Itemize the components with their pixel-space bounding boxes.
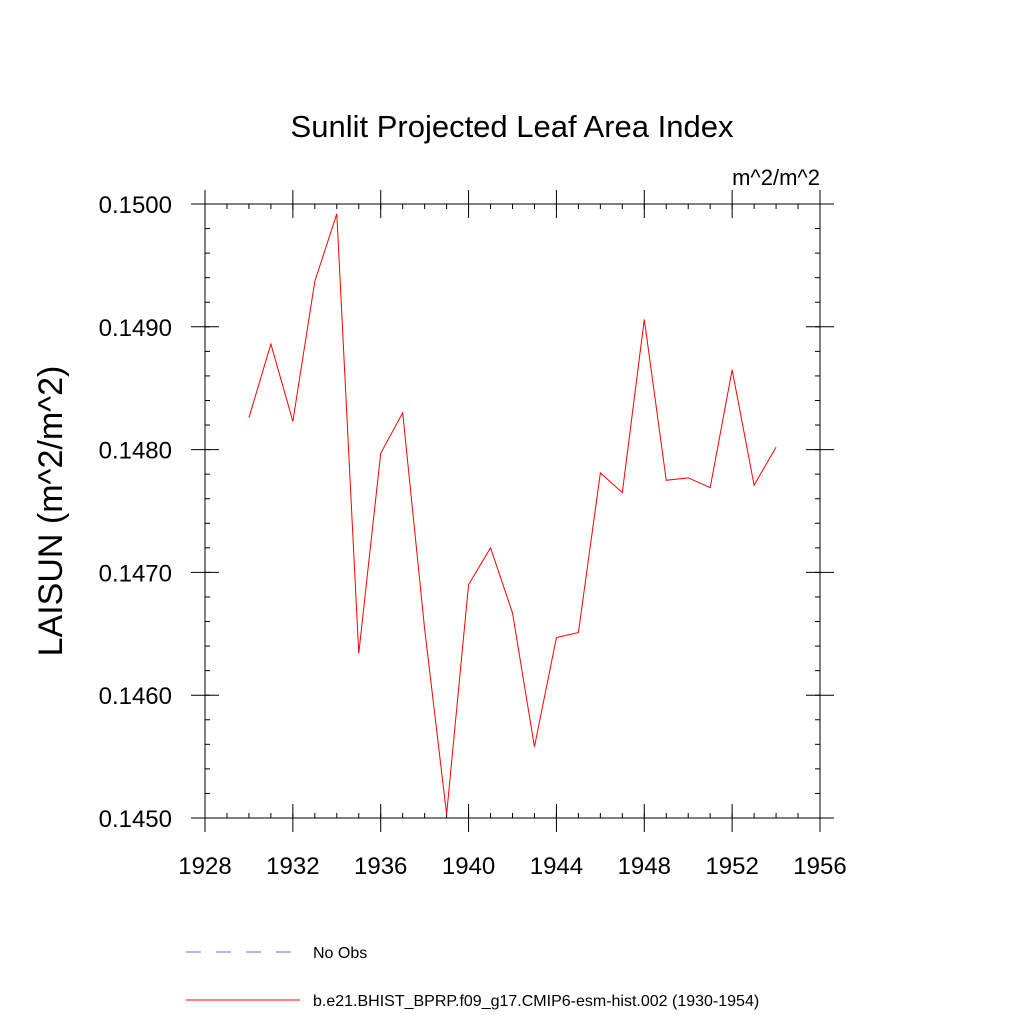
series-line (248, 213, 777, 815)
minor-ticks (204, 203, 821, 819)
x-tick-label: 1952 (705, 853, 758, 880)
x-tick-label: 1928 (178, 853, 231, 880)
series-layer (248, 213, 777, 815)
legend-label-no-obs: No Obs (313, 945, 367, 962)
y-tick-label: 0.1490 (99, 315, 172, 342)
legend-label-model-run: b.e21.BHIST_BPRP.f09_g17.CMIP6-esm-hist.… (313, 993, 759, 1010)
x-tick-labels: 1928 1932 1936 1940 1944 1948 1952 1956 (178, 853, 846, 880)
legend: No Obs b.e21.BHIST_BPRP.f09_g17.CMIP6-es… (186, 945, 759, 1010)
chart-title: Sunlit Projected Leaf Area Index (291, 109, 734, 144)
x-tick-label: 1944 (530, 853, 583, 880)
major-ticks (191, 190, 834, 832)
x-tick-label: 1940 (442, 853, 495, 880)
y-tick-label: 0.1500 (99, 192, 172, 219)
x-tick-label: 1948 (618, 853, 671, 880)
x-tick-label: 1932 (266, 853, 319, 880)
y-tick-label: 0.1480 (99, 438, 172, 465)
y-tick-labels: 0.1450 0.1460 0.1470 0.1480 0.1490 0.1500 (99, 192, 172, 833)
y-tick-label: 0.1470 (99, 560, 172, 587)
x-tick-label: 1936 (354, 853, 407, 880)
y-tick-label: 0.1460 (99, 683, 172, 710)
y-tick-label: 0.1450 (99, 806, 172, 833)
units-label: m^2/m^2 (732, 165, 820, 190)
plot-frame (204, 203, 821, 819)
y-axis-label: LAISUN (m^2/m^2) (32, 366, 70, 657)
x-tick-label: 1956 (793, 853, 846, 880)
